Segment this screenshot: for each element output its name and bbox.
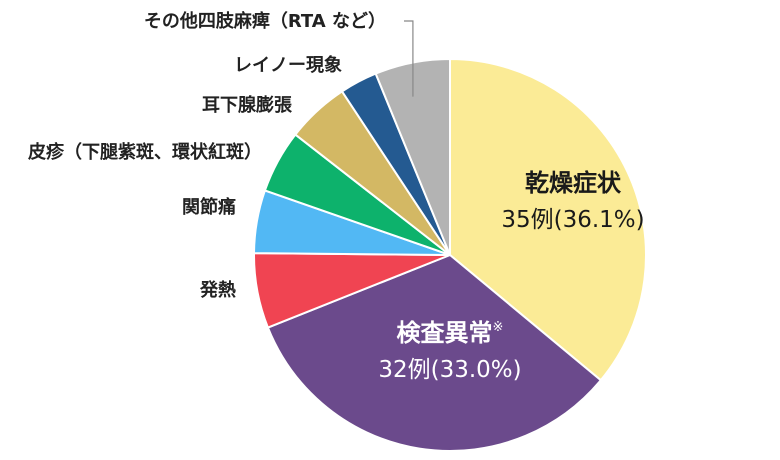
slice-2-note-mark: ※ [493,320,504,335]
slice-8-name-label: その他四肢麻痺（RTA など） [144,10,386,32]
slice-2-name-label: 検査異常※ [397,319,504,347]
slice-5-name-label: 皮疹（下腿紫斑、環状紅斑） [28,141,262,163]
slice-8-leader-line [404,20,414,97]
slice-2-value-label: 32例(33.0%) [378,357,521,383]
leader-lines [404,20,414,97]
pie-slices [252,57,647,452]
slice-7-name-label: レイノー現象 [234,54,342,76]
slice-1-name-label: 乾燥症状 [525,169,622,197]
slice-1-wedge [449,57,647,382]
slice-6-name-label: 耳下腺膨張 [202,94,293,116]
slice-3-name-label: 発熱 [199,279,236,301]
slice-labels: 乾燥症状 35例(36.1%) 検査異常※ 32例(33.0%) 発熱 関節痛 皮疹（下腿紫… [28,10,645,383]
slice-8-wedge [374,57,451,256]
slice-1-value-label: 35例(36.1%) [501,207,644,233]
slice-4-name-label: 関節痛 [182,196,236,218]
slice-2-wedge [266,253,603,452]
